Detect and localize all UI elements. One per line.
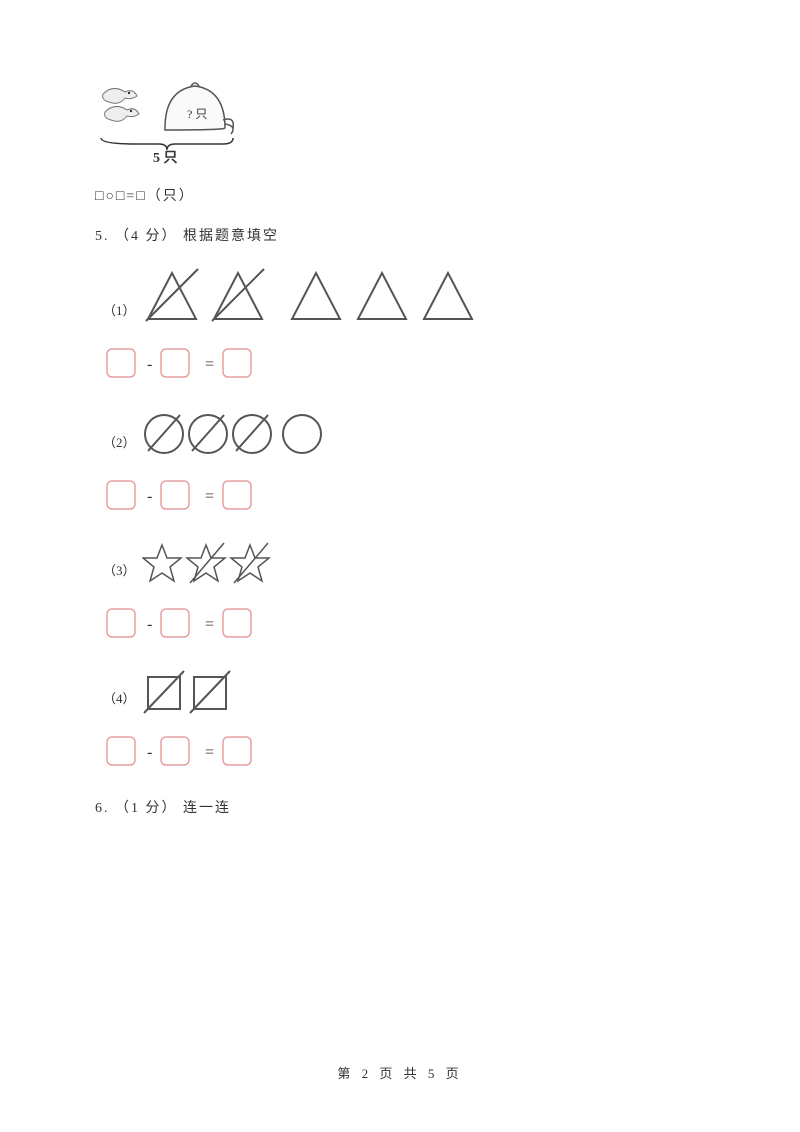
answer-box[interactable] [107,609,135,637]
svg-text:=: = [205,488,214,505]
q5-sub4-equation: - = [103,733,705,769]
answer-box[interactable] [161,349,189,377]
squares-svg [142,669,252,715]
answer-box[interactable] [107,737,135,765]
svg-text:=: = [205,356,214,373]
answer-box[interactable] [161,609,189,637]
q5-number: 5. [95,229,110,244]
answer-box[interactable] [223,349,251,377]
q5-sub1-label: （1） [103,300,136,327]
answer-box[interactable] [161,481,189,509]
stars-svg [142,541,292,587]
answer-box[interactable] [107,349,135,377]
svg-text:-: - [147,356,152,373]
birds-bag-svg: ? 只 5 只 [95,80,265,165]
svg-text:=: = [205,744,214,761]
q5-title: 根据题意填空 [183,229,279,244]
q5-sub3-label: （3） [103,560,136,587]
q6-title: 连一连 [183,801,231,816]
q5-sub1: （1） [103,265,705,327]
answer-box[interactable] [223,737,251,765]
page-footer: 第 2 页 共 5 页 [0,1063,800,1082]
answer-box[interactable] [107,481,135,509]
q5-sub4-label: （4） [103,688,136,715]
svg-text:-: - [147,744,152,761]
answer-box[interactable] [223,609,251,637]
q5-sub2-equation: - = [103,477,705,513]
q6-points: （1 分） [115,801,178,816]
q5-sub2: （2） [103,409,705,459]
answer-box[interactable] [161,737,189,765]
q5-sub4: （4） [103,669,705,715]
bag-label: ? 只 [187,107,207,121]
svg-text:-: - [147,616,152,633]
q5-sub2-label: （2） [103,432,136,459]
q5-sub3: （3） [103,541,705,587]
q6-heading: 6. （1 分） 连一连 [95,797,705,817]
q5-heading: 5. （4 分） 根据题意填空 [95,225,705,245]
svg-text:=: = [205,616,214,633]
illustration-birds-bag: ? 只 5 只 [95,80,705,165]
q5-points: （4 分） [115,229,178,244]
q5-sub3-equation: - = [103,605,705,641]
equation-template-line: □○□=□（只） [95,185,705,205]
answer-box[interactable] [223,481,251,509]
q6-number: 6. [95,801,110,816]
triangles-svg [142,265,482,327]
total-label: 5 只 [153,150,178,165]
circles-svg [142,409,342,459]
svg-text:-: - [147,488,152,505]
q5-sub1-equation: - = [103,345,705,381]
